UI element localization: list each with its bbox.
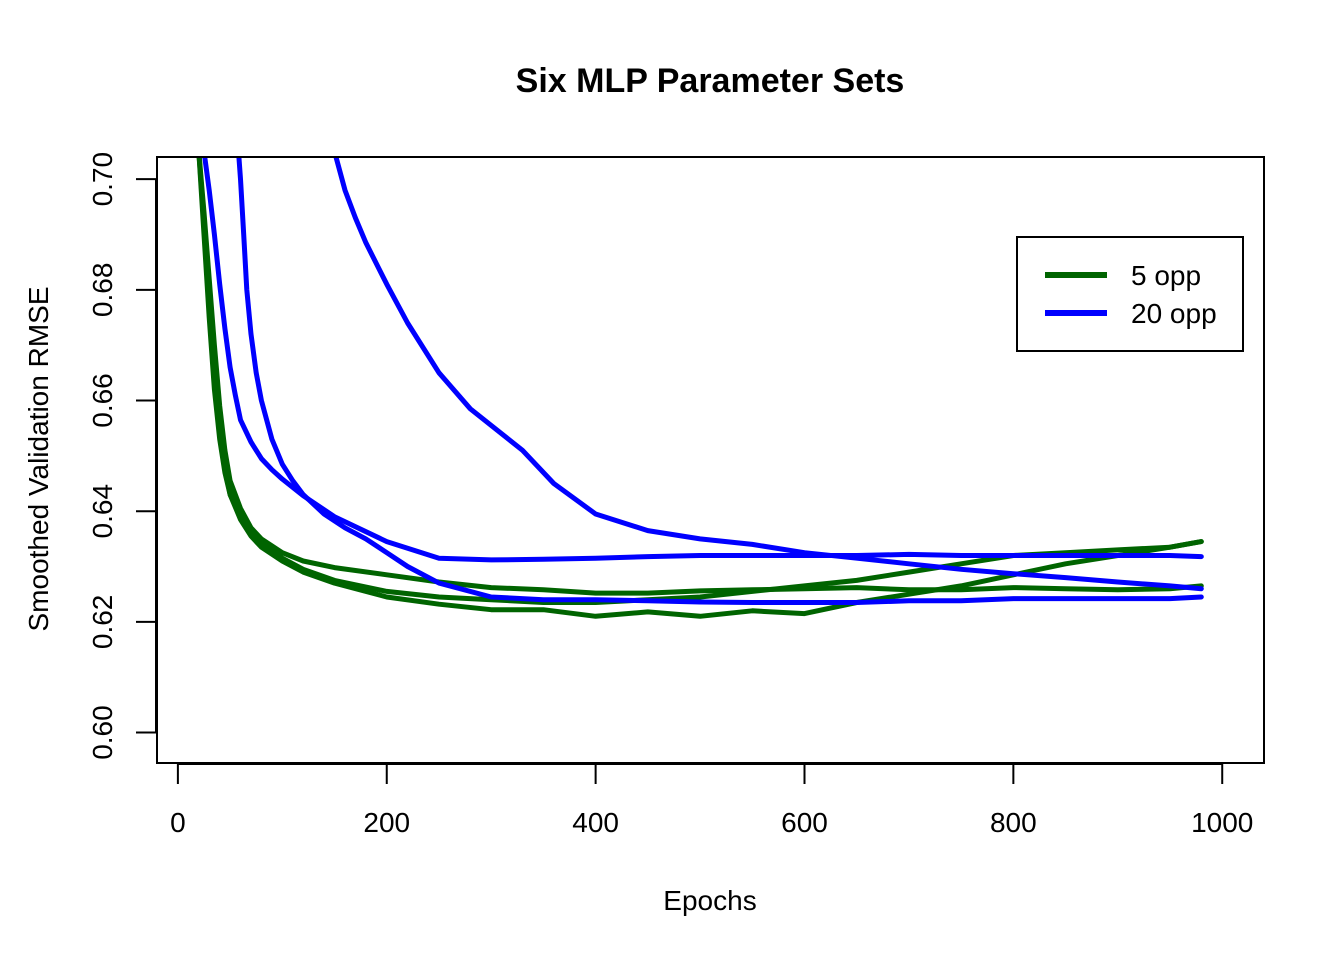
y-tick-label: 0.62 xyxy=(87,595,118,650)
legend: 5 opp 20 opp xyxy=(1016,236,1244,352)
x-tick-label: 1000 xyxy=(1191,807,1253,838)
y-tick-label: 0.64 xyxy=(87,484,118,539)
x-axis-label: Epochs xyxy=(663,885,756,916)
y-tick-label: 0.60 xyxy=(87,705,118,760)
legend-label-5-opp: 5 opp xyxy=(1131,260,1201,291)
x-tick-label: 800 xyxy=(990,807,1037,838)
y-axis-label: Smoothed Validation RMSE xyxy=(23,287,54,632)
series-line-1 xyxy=(196,157,1204,605)
legend-box xyxy=(1016,236,1244,352)
legend-label-20-opp: 20 opp xyxy=(1131,298,1217,329)
series-line-4 xyxy=(202,157,1204,563)
y-tick-label: 0.70 xyxy=(87,152,118,207)
y-tick-label: 0.68 xyxy=(87,263,118,318)
y-tick-label: 0.66 xyxy=(87,373,118,428)
axes-layer: 0 200 400 600 800 1000 0.60 0.62 0.64 0.66 0.68 0.7… xyxy=(87,152,1253,838)
x-tick-label: 0 xyxy=(170,807,186,838)
series-line-6 xyxy=(333,157,1204,592)
series-line-5 xyxy=(236,157,1204,605)
x-tick-label: 400 xyxy=(572,807,619,838)
series-line-3 xyxy=(196,157,1204,596)
series-layer xyxy=(196,157,1204,619)
series-line-2 xyxy=(196,157,1204,619)
x-tick-label: 200 xyxy=(363,807,410,838)
chart-title: Six MLP Parameter Sets xyxy=(516,62,905,100)
x-tick-label: 600 xyxy=(781,807,828,838)
